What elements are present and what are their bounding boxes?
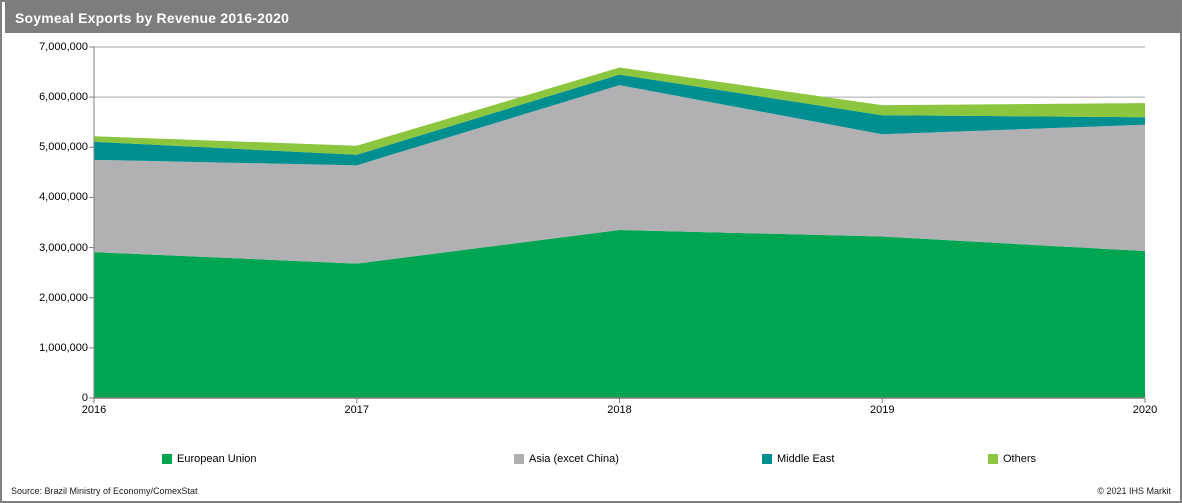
- legend-swatch-asia: [514, 454, 524, 464]
- area-series-2: [94, 74, 1145, 166]
- legend-label-middle-east: Middle East: [777, 453, 835, 465]
- legend-item-european-union: European Union: [162, 453, 257, 465]
- area-series-0: [94, 230, 1145, 398]
- x-tick-label: 2016: [81, 404, 107, 416]
- legend-swatch-others: [988, 454, 998, 464]
- legend-item-middle-east: Middle East: [762, 453, 834, 465]
- copyright-note: © 2021 IHS Markit: [1097, 486, 1171, 496]
- y-tick-label: 7,000,000: [39, 41, 88, 53]
- chart-title: Soymeal Exports by Revenue 2016-2020: [15, 9, 290, 26]
- source-note: Source: Brazil Ministry of Economy/Comex…: [11, 486, 198, 496]
- y-tick-label: 1,000,000: [39, 341, 88, 354]
- legend-label-others: Others: [1003, 453, 1037, 465]
- title-bar: Soymeal Exports by Revenue 2016-2020: [5, 2, 1180, 33]
- x-tick-label: 2017: [344, 404, 369, 416]
- x-tick-label: 2019: [870, 404, 895, 416]
- y-tick-label: 3,000,000: [39, 241, 88, 254]
- legend-label-asia: Asia (excet China): [529, 453, 619, 465]
- y-tick-label: 6,000,000: [39, 91, 88, 104]
- x-tick-label: 2020: [1132, 404, 1158, 416]
- y-tick-label: 0: [81, 392, 88, 404]
- legend-label-european-union: European Union: [177, 453, 257, 465]
- legend-swatch-european-union: [162, 454, 172, 464]
- legend-swatch-middle-east: [762, 454, 772, 464]
- y-tick-label: 4,000,000: [39, 191, 88, 204]
- x-tick-label: 2018: [607, 404, 632, 416]
- legend-item-others: Others: [988, 453, 1036, 465]
- legend-item-asia: Asia (excet China): [514, 453, 619, 465]
- y-tick-label: 5,000,000: [39, 141, 88, 154]
- area-series-1: [94, 85, 1145, 264]
- area-series-3: [94, 67, 1145, 155]
- y-tick-label: 2,000,000: [39, 291, 88, 304]
